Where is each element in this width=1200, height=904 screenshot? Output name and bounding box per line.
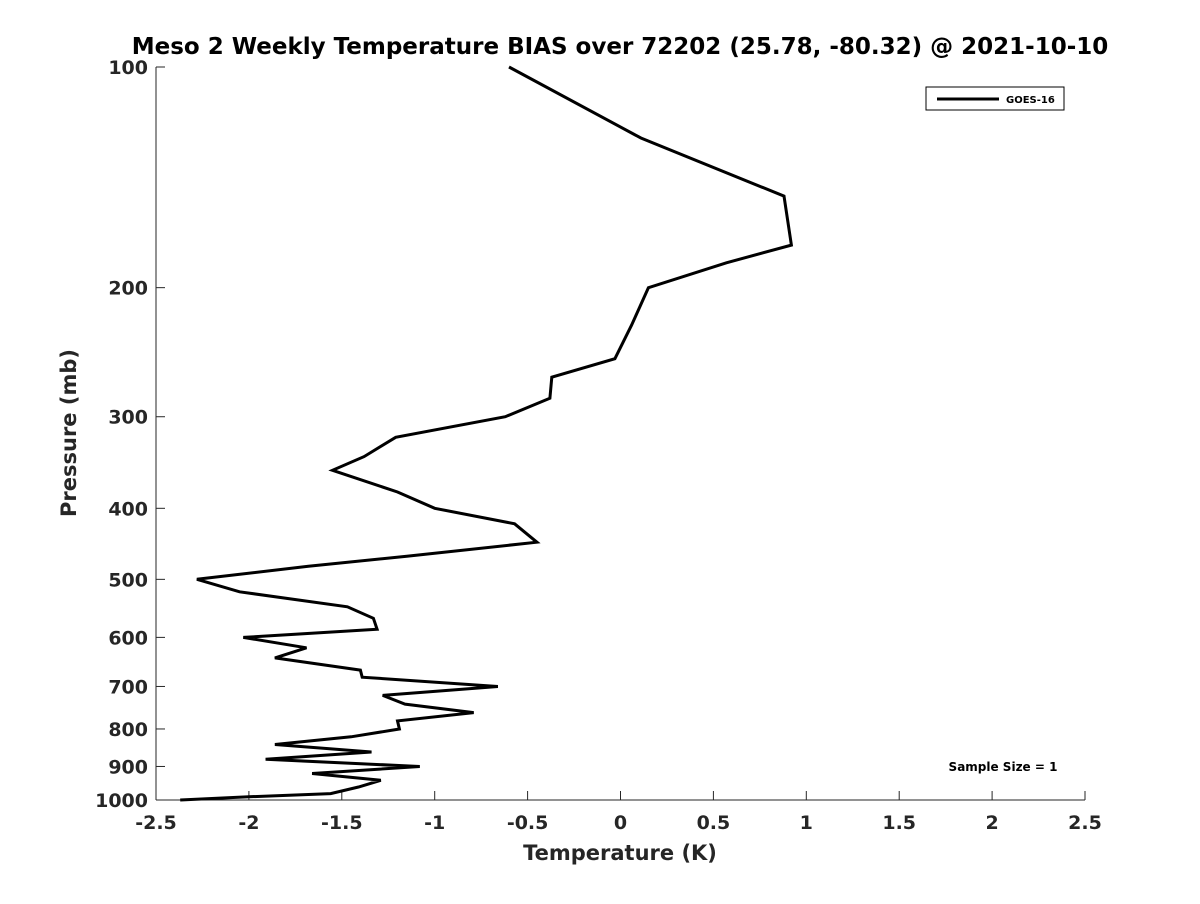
y-axis: 100 200 300 400 500 600 700 800 900 1000: [95, 57, 165, 812]
y-tick-label: 400: [108, 498, 148, 520]
y-tick-label: 200: [108, 278, 148, 300]
x-axis: -2.5 -2 -1.5 -1 -0.5 0 0.5 1 1.5 2 2.5: [135, 791, 1102, 834]
y-tick-label: 600: [108, 627, 148, 649]
x-tick-label: -1: [424, 812, 445, 834]
y-tick-label: 900: [108, 756, 148, 778]
x-tick-label: -2.5: [135, 812, 177, 834]
x-tick-label: -0.5: [507, 812, 549, 834]
y-tick-label: 300: [108, 407, 148, 429]
y-tick-label: 800: [108, 719, 148, 741]
y-tick-label: 100: [108, 57, 148, 79]
x-axis-title: Temperature (K): [523, 841, 717, 865]
series-line-goes-16: [180, 65, 794, 802]
series-layer: [180, 65, 794, 802]
y-tick-label: 700: [108, 676, 148, 698]
legend-label: GOES-16: [1006, 95, 1055, 106]
x-tick-label: 2: [985, 812, 998, 834]
plot-area: [156, 67, 1085, 800]
x-tick-label: 0: [614, 812, 627, 834]
chart-title: Meso 2 Weekly Temperature BIAS over 7220…: [132, 34, 1109, 60]
legend: GOES-16: [925, 86, 1065, 111]
x-tick-label: -2: [238, 812, 259, 834]
x-tick-label: 0.5: [697, 812, 731, 834]
y-tick-label: 1000: [95, 790, 148, 812]
x-tick-label: 1.5: [882, 812, 916, 834]
y-tick-label: 500: [108, 569, 148, 591]
x-tick-label: 1: [800, 812, 813, 834]
x-tick-label: 2.5: [1068, 812, 1102, 834]
y-axis-title: Pressure (mb): [57, 349, 81, 517]
x-tick-label: -1.5: [321, 812, 363, 834]
sample-size-annotation: Sample Size = 1: [949, 760, 1058, 774]
